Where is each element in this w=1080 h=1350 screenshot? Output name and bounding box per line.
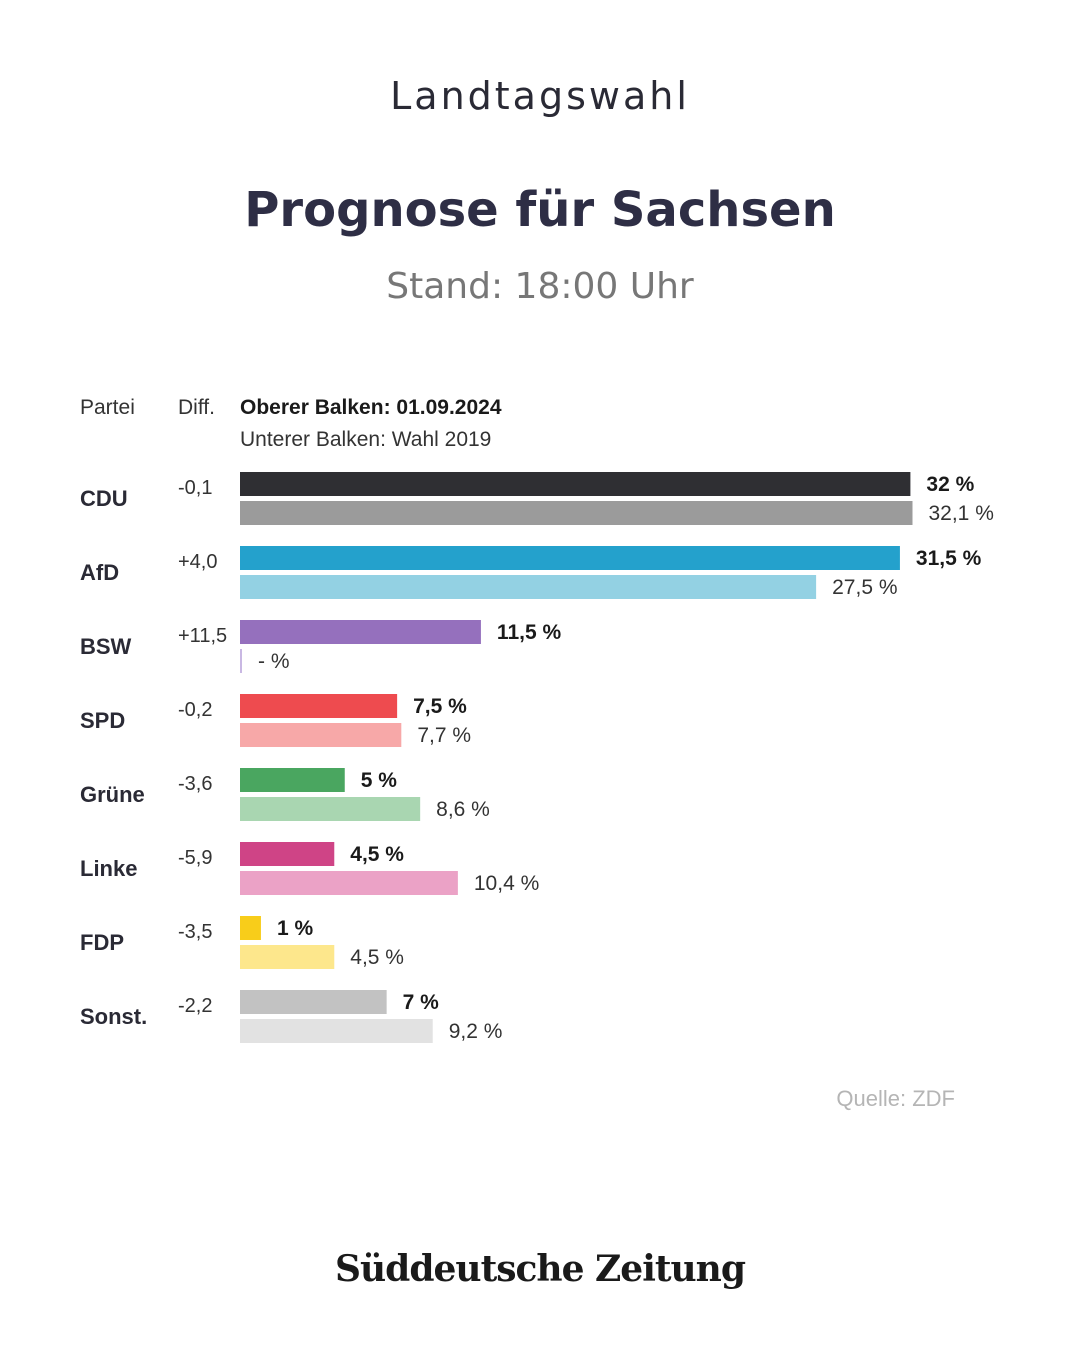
party-label: SPD — [80, 708, 125, 733]
value-label-2024: 31,5 % — [916, 547, 982, 570]
source-note: Quelle: ZDF — [836, 1086, 955, 1111]
diff-label: -3,5 — [178, 921, 212, 943]
legend-lower-bar: Unterer Balken: Wahl 2019 — [240, 428, 491, 451]
value-label-2019: 10,4 % — [474, 872, 539, 895]
value-label-2024: 5 % — [361, 769, 398, 792]
diff-label: -5,9 — [178, 847, 212, 869]
diff-label: -2,2 — [178, 995, 212, 1017]
value-label-2019: 8,6 % — [436, 798, 490, 821]
diff-label: -0,2 — [178, 699, 212, 721]
publisher-logo: Süddeutsche Zeitung — [334, 1248, 746, 1290]
party-label: Grüne — [80, 782, 145, 807]
kicker: Landtagswahl — [390, 74, 690, 118]
party-label: Linke — [80, 856, 137, 881]
bar-2019 — [240, 723, 402, 747]
bar-chart: Partei Diff. Oberer Balken: 01.09.2024 U… — [80, 396, 994, 1043]
value-label-2019: 9,2 % — [449, 1020, 503, 1043]
party-label: FDP — [80, 930, 124, 955]
timestamp: Stand: 18:00 Uhr — [386, 266, 694, 307]
diff-label: +11,5 — [178, 625, 227, 647]
party-label: AfD — [80, 560, 119, 585]
value-label-2024: 7,5 % — [413, 695, 467, 718]
diff-label: -3,6 — [178, 773, 212, 795]
bar-2019 — [240, 871, 458, 895]
value-label-2024: 4,5 % — [350, 843, 404, 866]
value-label-2019: 4,5 % — [350, 946, 404, 969]
bar-2024 — [240, 990, 387, 1014]
bar-2024 — [240, 694, 398, 718]
bar-2019 — [240, 501, 913, 525]
bar-2024 — [240, 620, 481, 644]
bar-2019 — [240, 797, 421, 821]
legend-upper-bar: Oberer Balken: 01.09.2024 — [240, 396, 502, 419]
bar-2019 — [240, 649, 242, 673]
col-header-diff: Diff. — [178, 396, 215, 419]
value-label-2024: 11,5 % — [497, 621, 562, 644]
bar-2019 — [240, 945, 335, 969]
value-label-2024: 32 % — [926, 473, 974, 496]
bar-2024 — [240, 916, 261, 940]
value-label-2019: 7,7 % — [417, 724, 471, 747]
bar-2019 — [240, 575, 817, 599]
diff-label: -0,1 — [178, 477, 212, 499]
bar-2024 — [240, 472, 911, 496]
party-label: CDU — [80, 486, 128, 511]
value-label-2024: 7 % — [403, 991, 440, 1014]
bar-2024 — [240, 768, 345, 792]
bar-2024 — [240, 842, 335, 866]
value-label-2019: 27,5 % — [832, 576, 897, 599]
col-header-party: Partei — [80, 396, 135, 419]
party-label: Sonst. — [80, 1004, 147, 1029]
value-label-2019: - % — [258, 650, 290, 673]
diff-label: +4,0 — [178, 551, 217, 573]
value-label-2024: 1 % — [277, 917, 314, 940]
value-label-2019: 32,1 % — [928, 502, 993, 525]
party-label: BSW — [80, 634, 132, 659]
page-title: Prognose für Sachsen — [244, 182, 836, 238]
bar-2024 — [240, 546, 900, 570]
bar-2019 — [240, 1019, 433, 1043]
